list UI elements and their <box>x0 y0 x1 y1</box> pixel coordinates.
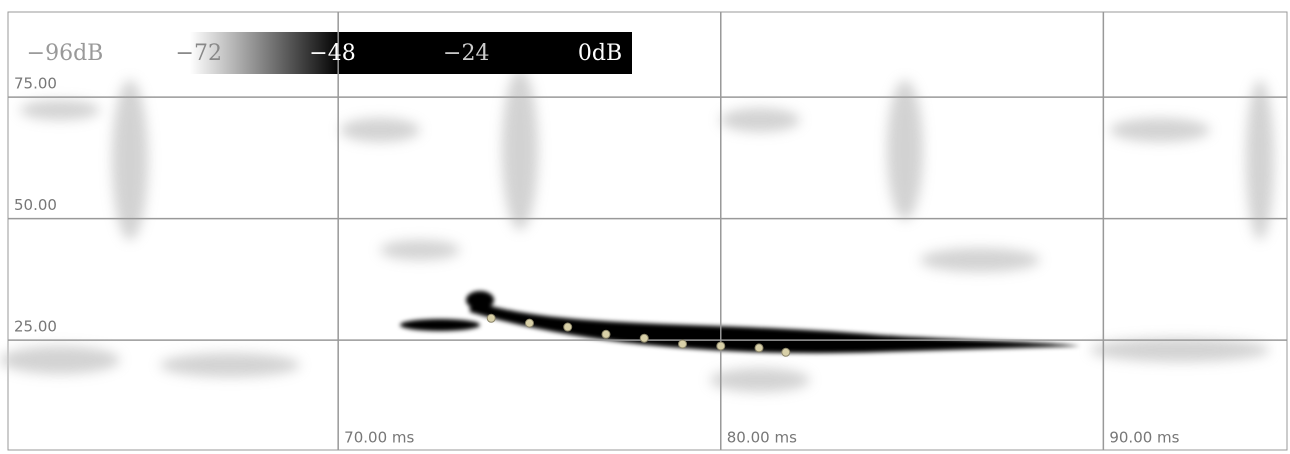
pitch-point <box>601 329 611 339</box>
x-tick-label: 80.00 ms <box>727 429 797 447</box>
pitch-point <box>716 341 726 351</box>
colorbar-label: −24 <box>443 41 489 66</box>
pitch-point <box>563 322 573 332</box>
y-tick-label: 75.00 <box>14 75 57 93</box>
x-tick-label: 70.00 ms <box>344 429 414 447</box>
pitch-point <box>486 313 496 323</box>
spectrogram-texture <box>0 70 1274 392</box>
y-tick-label: 25.00 <box>14 318 57 336</box>
x-tick-label: 90.00 ms <box>1109 429 1179 447</box>
pitch-point <box>678 339 688 349</box>
colorbar <box>190 32 632 74</box>
colorbar-label: 0dB <box>578 41 622 66</box>
pitch-point <box>639 333 649 343</box>
pitch-point <box>524 318 534 328</box>
pitch-point <box>781 347 791 357</box>
colorbar-label: −72 <box>176 41 222 66</box>
pitch-point <box>754 343 764 353</box>
colorbar-label: −96dB <box>27 41 104 66</box>
colorbar-label: −48 <box>309 41 355 66</box>
y-tick-label: 50.00 <box>14 196 57 214</box>
plot-frame <box>7 11 1288 451</box>
